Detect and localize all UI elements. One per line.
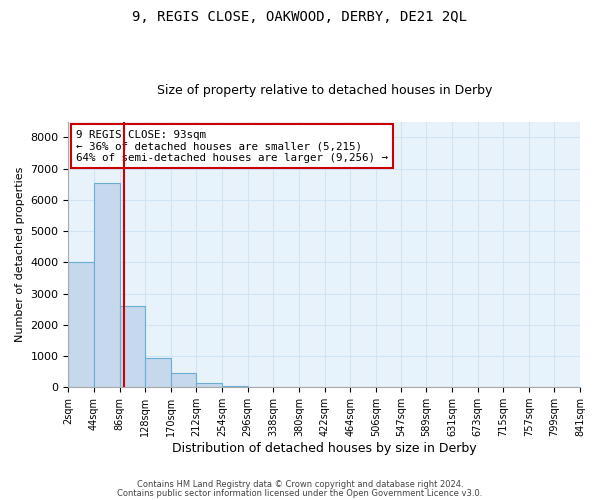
Bar bbox=[196, 383, 222, 387]
X-axis label: Distribution of detached houses by size in Derby: Distribution of detached houses by size … bbox=[172, 442, 476, 455]
Text: Contains public sector information licensed under the Open Government Licence v3: Contains public sector information licen… bbox=[118, 488, 482, 498]
Bar bbox=[94, 182, 119, 387]
Title: Size of property relative to detached houses in Derby: Size of property relative to detached ho… bbox=[157, 84, 492, 97]
Bar bbox=[68, 262, 94, 387]
Text: 9 REGIS CLOSE: 93sqm
← 36% of detached houses are smaller (5,215)
64% of semi-de: 9 REGIS CLOSE: 93sqm ← 36% of detached h… bbox=[76, 130, 388, 163]
Text: 9, REGIS CLOSE, OAKWOOD, DERBY, DE21 2QL: 9, REGIS CLOSE, OAKWOOD, DERBY, DE21 2QL bbox=[133, 10, 467, 24]
Y-axis label: Number of detached properties: Number of detached properties bbox=[15, 167, 25, 342]
Bar bbox=[119, 306, 145, 387]
Bar bbox=[145, 358, 171, 387]
Bar bbox=[171, 373, 196, 387]
Bar bbox=[222, 386, 248, 387]
Text: Contains HM Land Registry data © Crown copyright and database right 2024.: Contains HM Land Registry data © Crown c… bbox=[137, 480, 463, 489]
